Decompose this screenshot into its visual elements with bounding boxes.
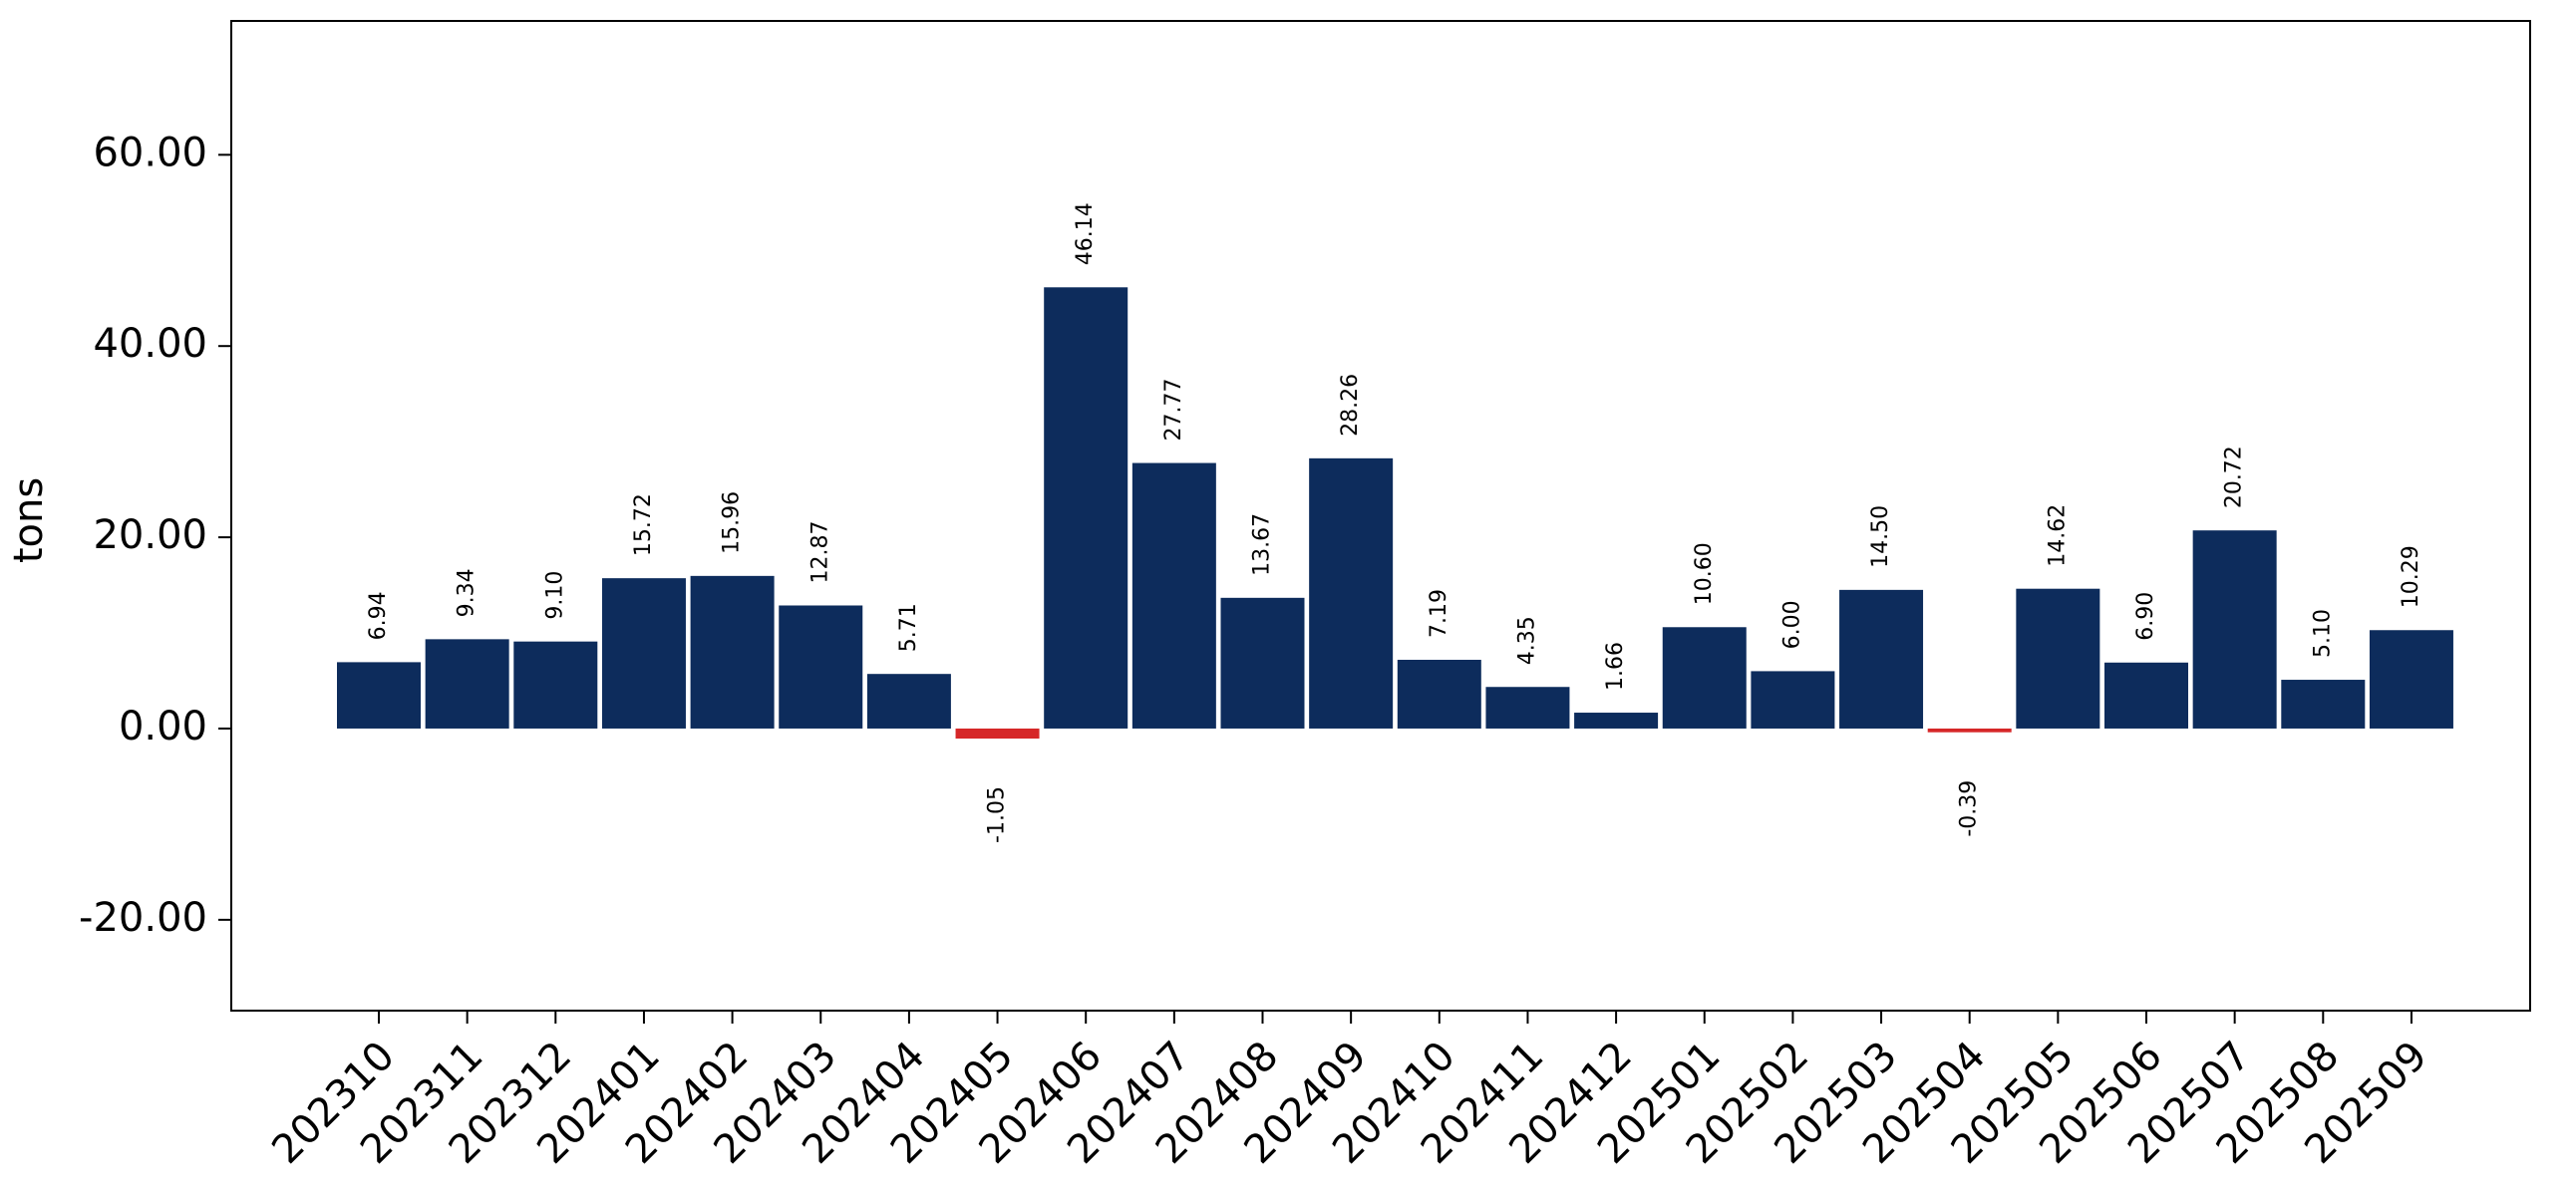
bar-202405	[955, 728, 1040, 740]
bars-layer	[337, 287, 2453, 740]
plot-frame	[230, 20, 2531, 1012]
value-label-202509: 10.29	[2399, 545, 2423, 608]
bar-202408	[1220, 597, 1305, 729]
y-axis: -20.00 0.00 20.00 40.00 60.00	[79, 130, 231, 941]
bar-202506	[2104, 662, 2188, 729]
bar-202409	[1309, 457, 1394, 729]
y-tick-label: 0.00	[119, 704, 207, 750]
value-label-202409: 28.26	[1338, 374, 1363, 437]
value-labels-layer: 6.94 9.34 9.10 15.72 15.96 12.87 5.71 -1.05 46.1…	[366, 202, 2423, 843]
value-label-202404: 5.71	[896, 603, 921, 652]
value-label-202403: 12.87	[807, 521, 832, 584]
bar-202401	[601, 578, 686, 729]
value-label-202310: 6.94	[366, 591, 391, 640]
bar-202501	[1662, 627, 1747, 729]
bar-202502	[1751, 671, 1835, 729]
bar-202411	[1485, 687, 1570, 729]
value-label-202401: 15.72	[631, 493, 656, 556]
bar-202507	[2192, 530, 2277, 729]
value-label-202311: 9.34	[455, 568, 480, 617]
bar-202402	[690, 575, 775, 729]
y-tick-label: 40.00	[93, 321, 207, 367]
value-label-202402: 15.96	[720, 491, 745, 554]
bar-202503	[1839, 589, 1924, 729]
bar-202404	[866, 674, 951, 729]
value-label-202405: -1.05	[985, 786, 1010, 843]
value-label-202501: 10.60	[1692, 542, 1717, 605]
value-label-202406: 46.14	[1073, 202, 1098, 265]
value-label-202507: 20.72	[2222, 446, 2247, 508]
value-label-202408: 13.67	[1250, 513, 1275, 576]
value-label-202407: 27.77	[1161, 379, 1186, 442]
bar-202509	[2369, 630, 2453, 729]
value-label-202503: 14.50	[1868, 505, 1893, 568]
value-label-202505: 14.62	[2045, 504, 2070, 567]
bar-202310	[337, 662, 421, 729]
value-label-202502: 6.00	[1779, 600, 1804, 649]
value-label-202506: 6.90	[2133, 592, 2158, 641]
value-label-202412: 1.66	[1603, 642, 1628, 691]
bar-202412	[1574, 713, 1659, 729]
value-label-202411: 4.35	[1514, 616, 1539, 665]
value-label-202508: 5.10	[2310, 609, 2335, 658]
value-label-202504: -0.39	[1957, 780, 1982, 837]
bar-202311	[425, 639, 509, 729]
bar-202312	[513, 641, 598, 729]
bar-202407	[1131, 462, 1216, 729]
y-axis-label: tons	[6, 477, 52, 563]
value-label-202410: 7.19	[1427, 589, 1451, 638]
bar-202406	[1044, 287, 1128, 729]
bar-202504	[1927, 728, 2012, 733]
y-tick-label: 60.00	[93, 130, 207, 175]
y-tick-label: 20.00	[93, 512, 207, 558]
value-label-202312: 9.10	[542, 571, 567, 620]
y-tick-label: -20.00	[79, 895, 207, 941]
bar-202410	[1397, 659, 1481, 729]
bar-202505	[2016, 588, 2100, 729]
x-axis: 2023102023112023122024012024022024032024…	[263, 1011, 2436, 1173]
bar-202403	[779, 605, 863, 729]
bar-202508	[2281, 680, 2366, 729]
